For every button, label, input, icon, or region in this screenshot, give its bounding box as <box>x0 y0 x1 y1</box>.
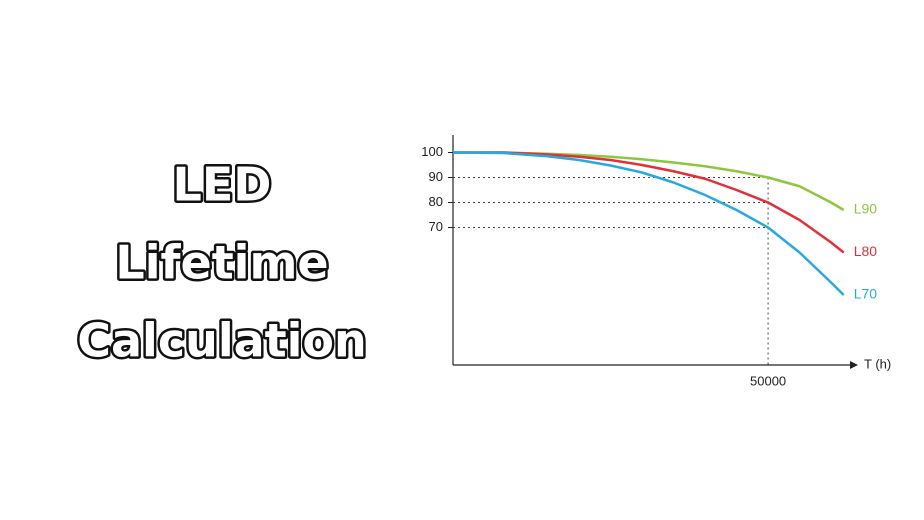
series-label: L70 <box>854 286 878 302</box>
y-tick-label: 70 <box>429 219 443 234</box>
y-tick-label: 90 <box>429 169 443 184</box>
series-line <box>453 151 845 254</box>
y-tick-label: 80 <box>429 194 443 209</box>
series-line <box>452 151 845 296</box>
title-line: Calculation <box>77 314 367 368</box>
series-label: L80 <box>854 243 878 259</box>
x-axis-label: T (h) <box>864 356 891 371</box>
title-line: Lifetime <box>115 236 328 290</box>
y-tick-label: 100 <box>421 144 443 159</box>
x-tick-label: 50000 <box>750 373 786 388</box>
series-label: L90 <box>854 201 878 217</box>
x-axis-arrow <box>850 361 858 369</box>
title-line: LED <box>173 158 272 212</box>
